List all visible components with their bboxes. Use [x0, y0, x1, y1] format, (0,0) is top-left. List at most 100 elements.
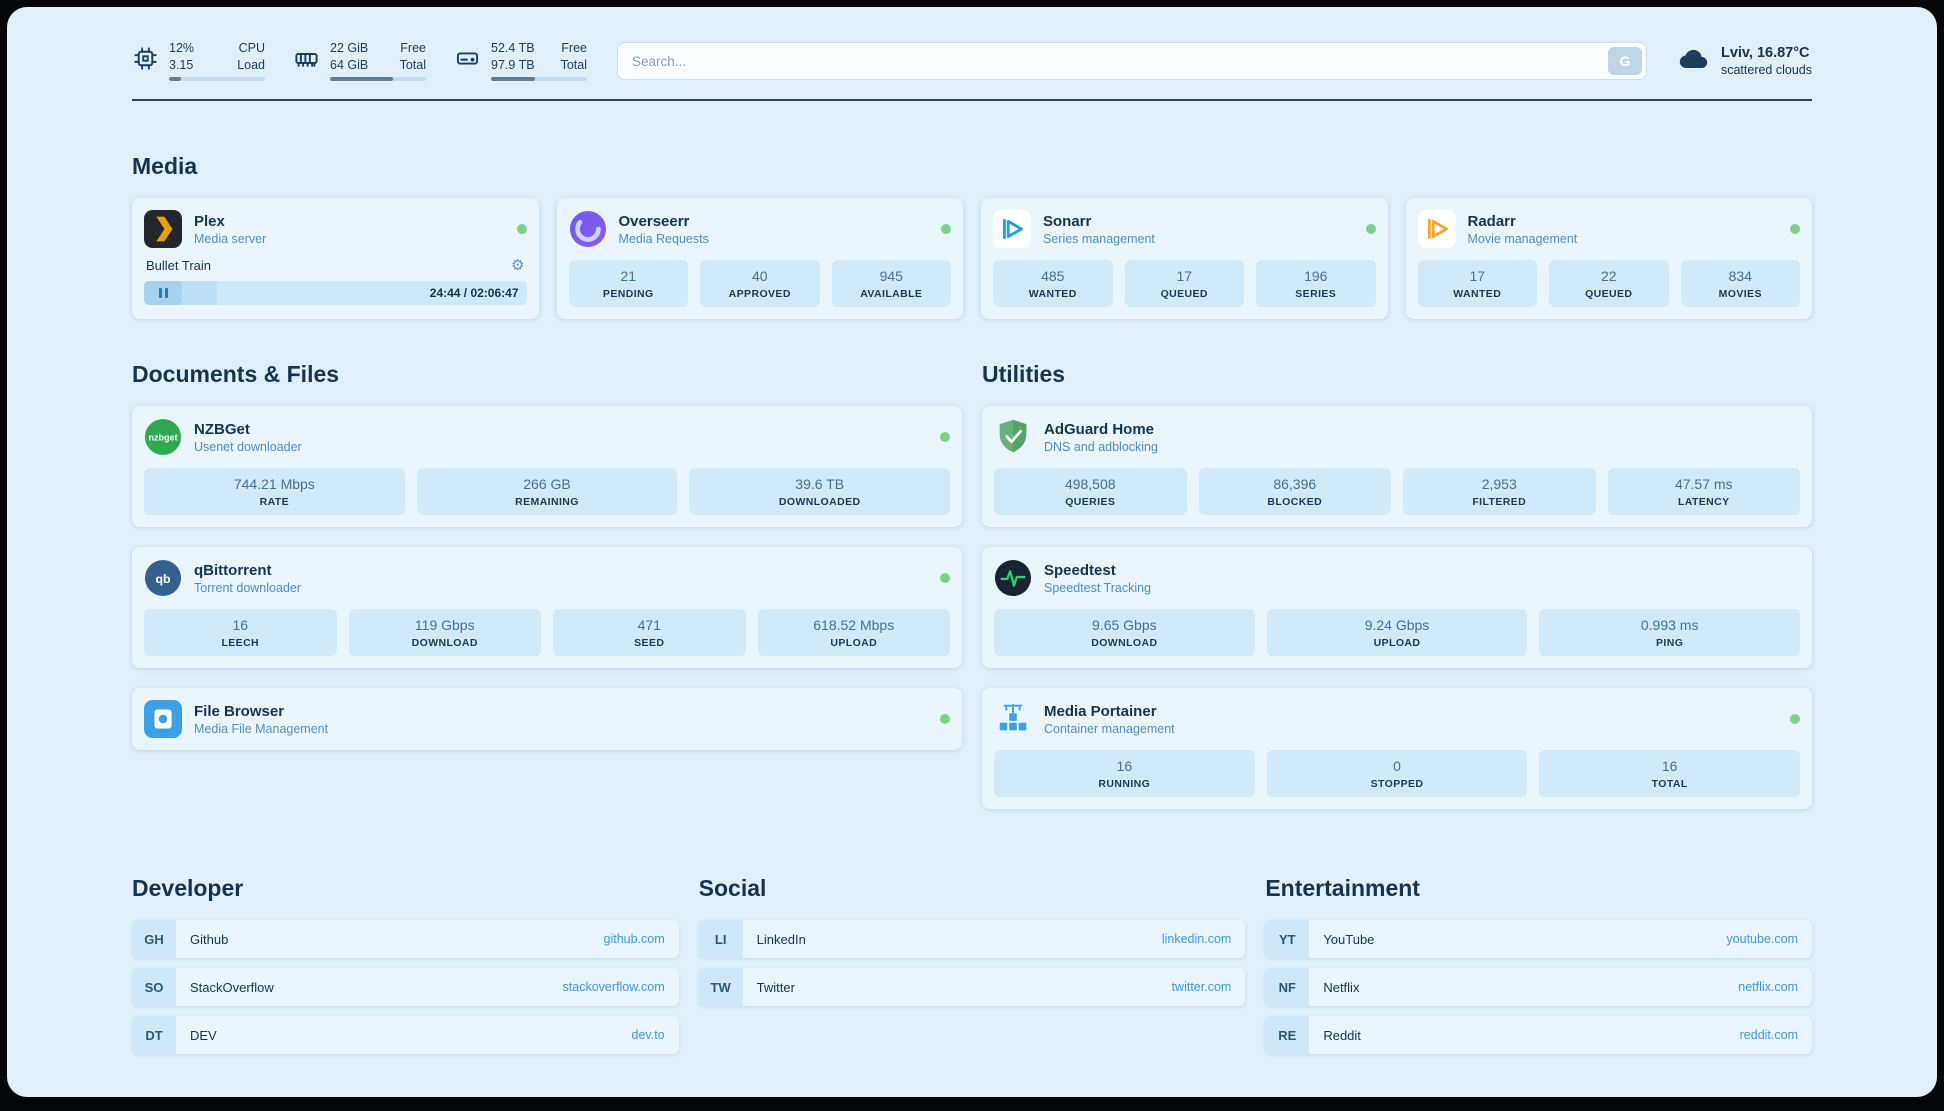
status-dot	[1790, 224, 1800, 235]
service-card-adguard[interactable]: AdGuard Home DNS and adblocking 498,508 Q…	[982, 406, 1812, 528]
playback-time: 24:44 / 02:06:47	[429, 286, 519, 301]
service-name: Speedtest	[1044, 561, 1116, 579]
disk-widget: 52.4 TB Free 97.9 TB Total	[454, 41, 587, 82]
weather-location: Lviv, 16.87°C	[1720, 45, 1810, 62]
portainer-icon	[994, 700, 1032, 738]
now-playing-title: Bullet Train	[146, 258, 212, 274]
service-name: Media Portainer	[1044, 702, 1157, 720]
bookmark-abbr: DT	[132, 1016, 176, 1055]
svg-text:nzbget: nzbget	[148, 433, 177, 443]
bookmark-name: StackOverflow	[190, 979, 274, 995]
section-title-entertainment: Entertainment	[1265, 875, 1420, 902]
radarr-icon	[1417, 210, 1456, 249]
disk-progress-bar	[491, 77, 587, 82]
service-subtitle: Torrent downloader	[194, 580, 302, 595]
stat-wanted: 485 WANTED	[993, 260, 1113, 308]
status-dot	[940, 714, 950, 725]
section-media: Media Plex Media server	[132, 153, 1812, 320]
service-card-portainer[interactable]: Media Portainer Container management 16 R…	[982, 688, 1812, 810]
cpu-label: CPU	[238, 41, 265, 55]
nzbget-icon: nzbget	[144, 418, 182, 456]
search-provider-button[interactable]: G	[1607, 47, 1642, 76]
cpu-load-value: 3.15	[169, 57, 194, 72]
stat-downloaded: 39.6 TB DOWNLOADED	[689, 468, 951, 516]
stat-download: 9.65 Gbps DOWNLOAD	[994, 609, 1255, 657]
bookmark-twitter[interactable]: TW Twitter twitter.com	[698, 968, 1246, 1007]
stat-queued: 22 QUEUED	[1549, 260, 1669, 308]
bookmark-name: YouTube	[1323, 931, 1375, 947]
dashboard-page: 12% CPU 3.15 Load	[7, 7, 1937, 1097]
bookmark-github[interactable]: GH Github github.com	[132, 920, 679, 959]
stat-stopped: 0 STOPPED	[1266, 750, 1528, 798]
status-dot	[1365, 224, 1376, 235]
service-card-nzbget[interactable]: nzbget NZBGet Usenet downloader 744.21 M…	[132, 406, 962, 528]
resource-widgets: 12% CPU 3.15 Load	[132, 41, 587, 82]
bookmark-url: linkedin.com	[1161, 932, 1232, 947]
cpu-value: 12%	[169, 41, 195, 55]
service-subtitle: Media server	[194, 231, 267, 246]
search-input[interactable]	[617, 42, 1647, 81]
disk-icon	[454, 45, 481, 77]
section-utilities: Utilities AdGuard Home	[982, 361, 1812, 810]
plex-progress-bar[interactable]: 24:44 / 02:06:47	[144, 281, 527, 306]
topbar: 12% CPU 3.15 Load	[132, 41, 1812, 82]
svg-text:qb: qb	[155, 572, 171, 586]
gear-icon[interactable]: ⚙	[511, 257, 525, 275]
service-subtitle: Speedtest Tracking	[1044, 580, 1152, 595]
service-card-speedtest[interactable]: Speedtest Speedtest Tracking 9.65 Gbps DO…	[982, 547, 1812, 669]
dashboard-content: 12% CPU 3.15 Load	[132, 7, 1812, 1064]
service-card-sonarr[interactable]: Sonarr Series management 485 WANTED 17 QUE…	[981, 198, 1388, 320]
stat-queued: 17 QUEUED	[1124, 260, 1244, 308]
bookmark-abbr: YT	[1265, 920, 1310, 959]
stat-queries: 498,508 QUERIES	[994, 468, 1187, 516]
adguard-icon	[994, 418, 1032, 456]
bookmark-youtube[interactable]: YT YouTube youtube.com	[1265, 920, 1812, 959]
plex-icon	[144, 210, 182, 249]
bookmark-name: LinkedIn	[756, 931, 806, 947]
bookmark-name: Netflix	[1323, 979, 1360, 995]
stat-rate: 744.21 Mbps RATE	[144, 468, 405, 516]
bookmark-abbr: GH	[132, 920, 176, 959]
service-card-qbittorrent[interactable]: qb qBittorrent Torrent downloader 16 LEEC…	[132, 547, 962, 669]
service-name: AdGuard Home	[1044, 420, 1155, 438]
bookmark-abbr: LI	[698, 920, 743, 959]
service-card-plex[interactable]: Plex Media server Bullet Train ⚙ 24:44 /…	[132, 198, 539, 320]
bookmark-url: github.com	[603, 932, 665, 947]
service-card-radarr[interactable]: Radarr Movie management 17 WANTED 22 QUEUE…	[1405, 198, 1812, 320]
bookmark-name: Twitter	[756, 979, 795, 995]
bookmark-group-developer: Developer GH Github github.com SO StackO…	[132, 875, 679, 1064]
stat-pending: 21 PENDING	[568, 260, 688, 308]
status-dot	[940, 573, 950, 584]
bookmark-abbr: NF	[1265, 968, 1310, 1007]
bookmark-name: DEV	[190, 1027, 217, 1043]
cpu-icon	[132, 45, 159, 77]
bookmark-linkedin[interactable]: LI LinkedIn linkedin.com	[698, 920, 1246, 959]
bookmark-stackoverflow[interactable]: SO StackOverflow stackoverflow.com	[132, 968, 679, 1007]
memory-free-label: Free	[400, 41, 426, 55]
stat-series: 196 SERIES	[1256, 260, 1376, 308]
service-subtitle: Media Requests	[618, 231, 709, 246]
search-bar: G	[617, 42, 1647, 81]
overseerr-icon	[569, 210, 607, 248]
bookmark-dev[interactable]: DT DEV dev.to	[132, 1016, 679, 1055]
memory-widget: 22 GiB Free 64 GiB Total	[293, 41, 426, 82]
stat-wanted: 17 WANTED	[1417, 260, 1537, 308]
service-name: Plex	[194, 212, 225, 230]
service-card-overseerr[interactable]: Overseerr Media Requests 21 PENDING 40 APP…	[556, 198, 963, 320]
pause-button[interactable]	[144, 281, 182, 306]
status-dot	[941, 224, 951, 235]
bookmark-abbr: TW	[698, 968, 743, 1007]
section-title-documents: Documents & Files	[132, 361, 340, 388]
service-name: NZBGet	[194, 420, 250, 438]
stat-total: 16 TOTAL	[1539, 750, 1801, 798]
bookmark-reddit[interactable]: RE Reddit reddit.com	[1265, 1016, 1812, 1055]
bookmark-netflix[interactable]: NF Netflix netflix.com	[1265, 968, 1812, 1007]
stat-filtered: 2,953 FILTERED	[1403, 468, 1596, 516]
bookmark-abbr: RE	[1265, 1016, 1310, 1055]
weather-widget: Lviv, 16.87°C scattered clouds	[1677, 45, 1812, 78]
service-subtitle: Media File Management	[194, 721, 329, 736]
stat-blocked: 86,396 BLOCKED	[1198, 468, 1391, 516]
weather-condition: scattered clouds	[1720, 63, 1812, 78]
cpu-load-label: Load	[237, 57, 265, 72]
service-card-filebrowser[interactable]: File Browser Media File Management	[132, 688, 962, 751]
